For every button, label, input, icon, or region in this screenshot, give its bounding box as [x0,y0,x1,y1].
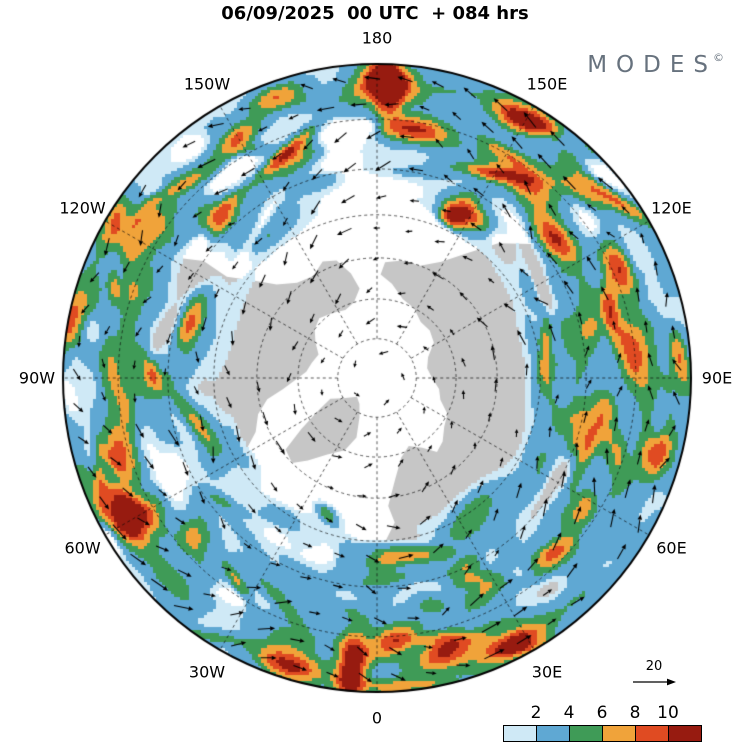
colorbar-segment [669,726,701,741]
colorbar-tick: 6 [596,703,608,723]
reference-arrow-icon [633,678,676,686]
colorbar-tick: 4 [563,703,575,723]
longitude-label-60W: 60W [64,538,101,558]
colorbar-legend: 2 4 6 8 10 [503,703,702,742]
longitude-label-60E: 60E [656,538,687,558]
colorbar-tick: 2 [530,703,542,723]
longitude-label-150E: 150E [526,74,568,94]
longitude-label-150W: 150W [183,74,231,94]
colorbar-segment [504,726,537,741]
colorbar [503,725,702,742]
longitude-label-30W: 30W [188,662,226,682]
colorbar-ticks: 2 4 6 8 10 [503,703,702,725]
colorbar-segment [603,726,636,741]
longitude-label-120W: 120W [59,198,106,218]
longitude-label-30E: 30E [531,662,563,682]
longitude-label-120E: 120E [651,198,692,218]
colorbar-segment [537,726,570,741]
longitude-label-90W: 90W [18,368,56,388]
colorbar-tick: 8 [629,703,641,723]
longitude-label-90E: 90E [701,368,733,388]
colorbar-tick: 10 [657,703,679,723]
longitude-label-0: 0 [371,708,383,728]
colorbar-segment [570,726,603,741]
reference-vector-label: 20 [645,659,663,674]
longitude-label-180: 180 [361,28,393,48]
colorbar-segment [636,726,669,741]
reference-vector: 20 [627,659,681,687]
